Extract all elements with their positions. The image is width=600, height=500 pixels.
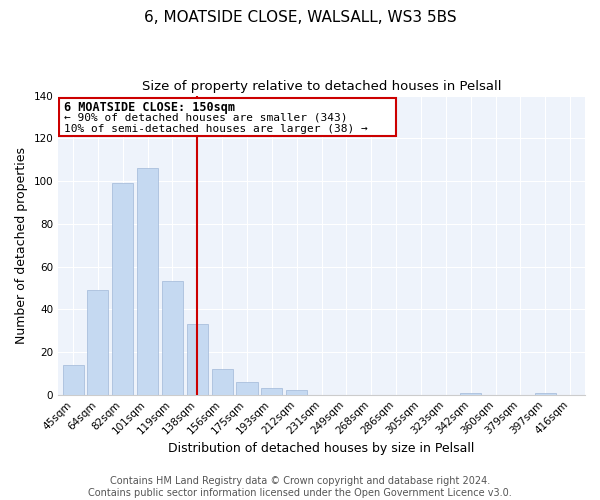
Bar (162, 282, 183, 395)
Y-axis label: Number of detached properties: Number of detached properties (15, 146, 28, 344)
Title: Size of property relative to detached houses in Pelsall: Size of property relative to detached ho… (142, 80, 502, 93)
Bar (62, 365, 83, 394)
Text: 6, MOATSIDE CLOSE, WALSALL, WS3 5BS: 6, MOATSIDE CLOSE, WALSALL, WS3 5BS (143, 10, 457, 25)
Text: 6 MOATSIDE CLOSE: 150sqm: 6 MOATSIDE CLOSE: 150sqm (64, 101, 235, 114)
Text: ← 90% of detached houses are smaller (343): ← 90% of detached houses are smaller (34… (64, 112, 348, 122)
Bar (187, 324, 208, 394)
Bar (535, 392, 556, 394)
Bar (212, 369, 233, 394)
Bar (112, 183, 133, 394)
Bar (262, 388, 283, 394)
FancyBboxPatch shape (59, 98, 396, 136)
Bar (286, 390, 307, 394)
Bar (88, 290, 109, 395)
Bar (460, 392, 481, 394)
Text: 10% of semi-detached houses are larger (38) →: 10% of semi-detached houses are larger (… (64, 124, 368, 134)
Bar (236, 382, 257, 394)
Bar (137, 168, 158, 394)
Text: Contains HM Land Registry data © Crown copyright and database right 2024.
Contai: Contains HM Land Registry data © Crown c… (88, 476, 512, 498)
X-axis label: Distribution of detached houses by size in Pelsall: Distribution of detached houses by size … (169, 442, 475, 455)
